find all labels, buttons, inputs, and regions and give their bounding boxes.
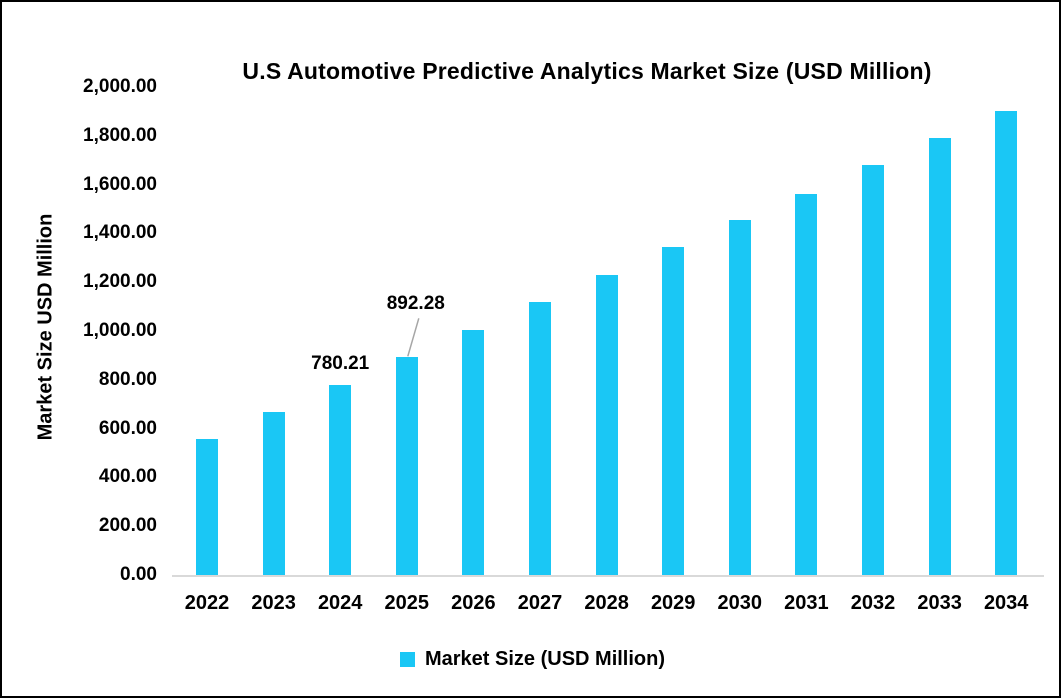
bar-2028 — [595, 274, 618, 575]
bar-2029 — [662, 247, 685, 575]
bar-2030 — [728, 219, 751, 575]
bar-2025 — [395, 357, 418, 575]
y-tick-label: 1,800.00 — [83, 124, 157, 146]
x-tick-label-2023: 2023 — [251, 592, 296, 614]
x-axis-tick-labels: 2022 2023 2024 2025 2026 2027 2028 2029 2030 2031… — [172, 591, 1044, 617]
bar-2031 — [795, 194, 818, 575]
bar-2024 — [329, 384, 352, 575]
bar-2032 — [862, 165, 884, 575]
x-tick-label-2031: 2031 — [784, 592, 829, 614]
x-tick-label-2032: 2032 — [850, 592, 896, 614]
plot-area — [172, 87, 1044, 577]
bar-2027 — [529, 301, 551, 575]
y-tick-label: 2,000.00 — [83, 76, 157, 97]
x-tick-label-2028: 2028 — [584, 592, 629, 614]
y-tick-label: 1,400.00 — [83, 222, 157, 244]
x-tick-label-2026: 2026 — [451, 592, 496, 614]
y-axis-tick-labels: 0.00 200.00 400.00 600.00 800.00 1,000.00 1,20… — [2, 2, 157, 696]
x-tick-label-2033: 2033 — [917, 592, 962, 614]
y-tick-label: 600.00 — [98, 417, 157, 439]
y-tick-label: 1,000.00 — [83, 320, 157, 341]
bar-2034 — [995, 110, 1018, 575]
x-tick-label-2027: 2027 — [517, 592, 563, 614]
data-label-2025: 892.28 — [386, 293, 445, 315]
x-tick-label-2029: 2029 — [650, 592, 696, 614]
bar-2026 — [462, 330, 485, 575]
x-tick-label-2034: 2034 — [983, 592, 1029, 614]
legend-label: Market Size (USD Million) — [424, 648, 666, 670]
y-tick-label: 0.00 — [120, 564, 157, 585]
chart-title: U.S Automotive Predictive Analytics Mark… — [242, 58, 932, 84]
y-tick-label: 1,200.00 — [83, 271, 157, 293]
bar-2033 — [928, 138, 951, 575]
x-tick-label-2025: 2025 — [384, 592, 430, 614]
x-tick-label-2024: 2024 — [317, 592, 363, 614]
x-tick-label-2030: 2030 — [717, 592, 763, 614]
legend-swatch-icon — [399, 652, 415, 667]
data-label-2024: 780.21 — [311, 352, 370, 374]
y-tick-label: 1,600.00 — [83, 173, 157, 195]
y-tick-label: 800.00 — [98, 368, 157, 390]
x-tick-label-2022: 2022 — [184, 592, 230, 614]
bar-2023 — [262, 412, 285, 575]
legend: Market Size (USD Million) — [2, 648, 1059, 671]
y-tick-label: 400.00 — [98, 466, 157, 488]
bar-2022 — [196, 439, 218, 575]
y-tick-label: 200.00 — [98, 515, 157, 537]
